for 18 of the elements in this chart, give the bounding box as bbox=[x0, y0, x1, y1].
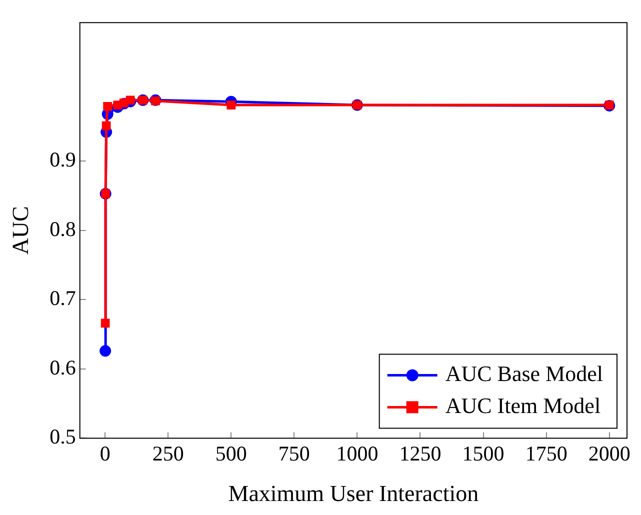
x-tick-label: 1250 bbox=[399, 441, 442, 466]
y-tick-label: 0.8 bbox=[50, 216, 76, 241]
x-tick-label: 2000 bbox=[588, 441, 630, 466]
y-tick-label: 0.6 bbox=[50, 355, 76, 380]
y-tick-label: 0.9 bbox=[50, 148, 76, 172]
x-tick-label: 1500 bbox=[462, 441, 504, 466]
y-tick-label: 0.7 bbox=[50, 286, 76, 310]
legend-label: AUC Item Model bbox=[445, 392, 601, 418]
x-tick-label: 0 bbox=[100, 441, 110, 466]
x-axis-title: Maximum User Interaction bbox=[228, 481, 480, 506]
x-tick-label: 1750 bbox=[525, 441, 568, 466]
legend-label: AUC Base Model bbox=[445, 360, 604, 386]
x-tick-label: 750 bbox=[278, 441, 310, 466]
y-tick-label: 0.5 bbox=[50, 424, 76, 449]
y-axis-title: AUC bbox=[8, 206, 33, 255]
x-tick-label: 250 bbox=[152, 441, 184, 466]
x-tick-label: 1000 bbox=[336, 441, 378, 466]
x-tick-label: 500 bbox=[215, 441, 247, 466]
